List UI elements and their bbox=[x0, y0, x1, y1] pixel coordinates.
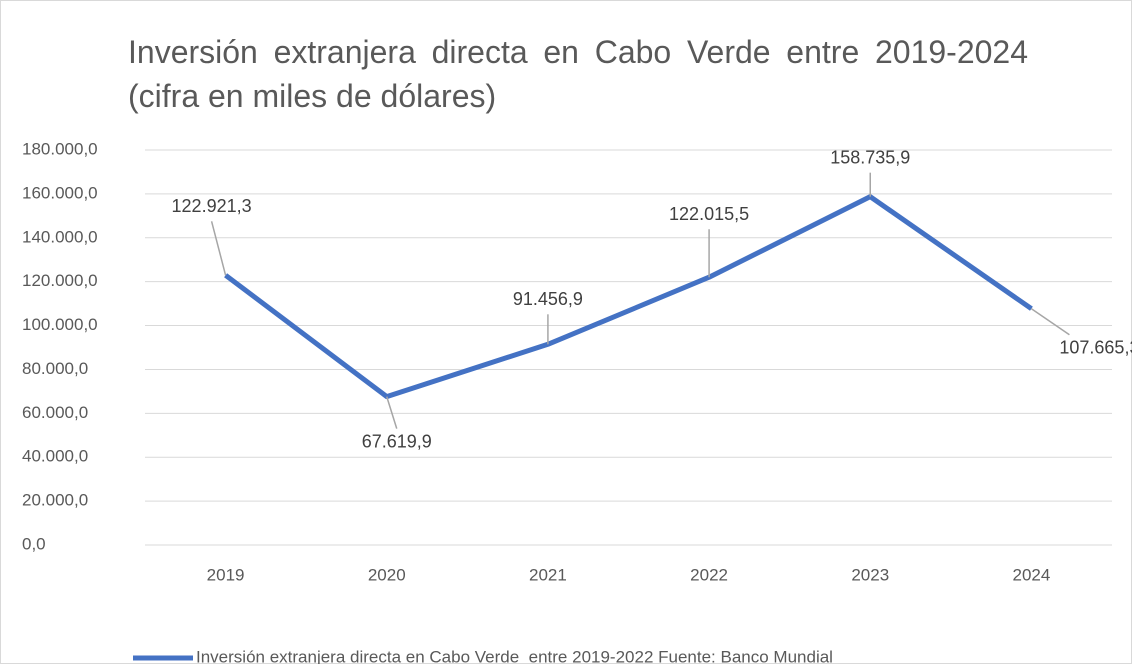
data-label: 91.456,9 bbox=[513, 289, 583, 309]
x-tick-label: 2022 bbox=[690, 565, 728, 584]
leader-line bbox=[386, 396, 398, 429]
x-tick-label: 2023 bbox=[851, 565, 889, 584]
y-tick-label: 160.000,0 bbox=[22, 183, 98, 202]
y-tick-label: 60.000,0 bbox=[22, 403, 88, 422]
data-label: 158.735,9 bbox=[830, 147, 910, 167]
leader-line bbox=[1030, 308, 1070, 336]
y-tick-label: 120.000,0 bbox=[22, 271, 98, 290]
x-tick-label: 2021 bbox=[529, 565, 567, 584]
y-tick-label: 100.000,0 bbox=[22, 315, 98, 334]
x-tick-label: 2024 bbox=[1013, 565, 1051, 584]
data-label: 107.665,3 bbox=[1059, 337, 1132, 357]
leader-line bbox=[210, 221, 227, 276]
line-series bbox=[224, 194, 1033, 400]
y-tick-label: 180.000,0 bbox=[22, 139, 98, 158]
y-tick-label: 140.000,0 bbox=[22, 227, 98, 246]
y-tick-label: 80.000,0 bbox=[22, 359, 88, 378]
data-label: 67.619,9 bbox=[362, 431, 432, 451]
data-label: 122.921,3 bbox=[172, 196, 252, 216]
data-label: 122.015,5 bbox=[669, 204, 749, 224]
legend-label: Inversión extranjera directa en Cabo Ver… bbox=[196, 647, 833, 664]
x-tick-label: 2019 bbox=[207, 565, 245, 584]
chart-title: Inversión extranjera directa en Cabo Ver… bbox=[128, 34, 1028, 114]
y-tick-label: 40.000,0 bbox=[22, 447, 88, 466]
y-tick-label: 0,0 bbox=[22, 534, 46, 553]
y-tick-label: 20.000,0 bbox=[22, 491, 88, 510]
x-tick-label: 2020 bbox=[368, 565, 406, 584]
